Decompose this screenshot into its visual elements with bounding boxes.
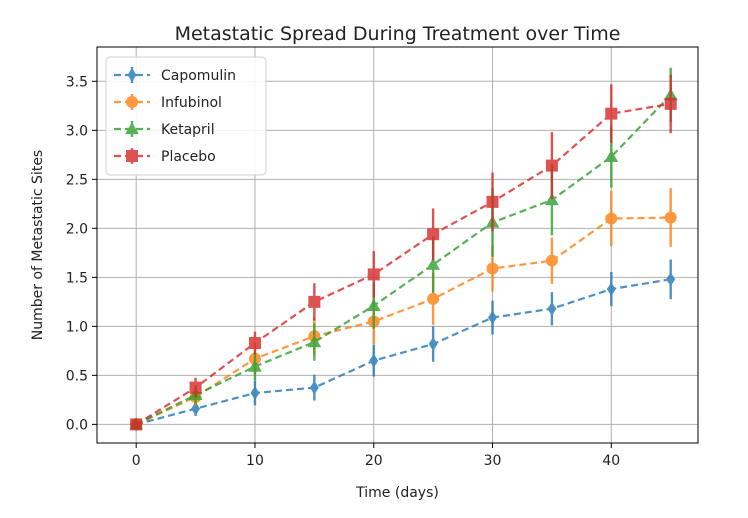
y-axis-label: Number of Metastatic Sites xyxy=(30,150,46,340)
data-point xyxy=(248,359,262,372)
data-point xyxy=(664,211,677,224)
data-point xyxy=(545,254,558,267)
data-point xyxy=(664,97,677,110)
x-axis-label: Time (days) xyxy=(355,485,439,501)
data-point xyxy=(191,401,201,416)
data-point xyxy=(428,337,438,351)
series-line xyxy=(135,278,671,426)
legend-box xyxy=(105,56,267,176)
legend-marker xyxy=(127,68,137,82)
data-point xyxy=(547,301,557,316)
data-point xyxy=(309,380,319,395)
y-tick-label: 3.5 xyxy=(66,74,88,90)
y-tick-label: 0.5 xyxy=(66,368,88,384)
x-tick-label: 40 xyxy=(602,453,620,469)
legend-entry xyxy=(114,94,150,110)
data-point xyxy=(605,107,618,120)
legend-entry xyxy=(114,121,150,137)
data-point xyxy=(250,386,260,400)
x-tick-label: 30 xyxy=(484,453,502,469)
data-point xyxy=(545,159,558,172)
y-tick-label: 2.0 xyxy=(66,221,88,237)
series-line xyxy=(135,102,671,426)
x-tick-label: 0 xyxy=(132,453,141,469)
legend: Capomulin Infubinol Ketapril Placebo xyxy=(105,56,267,176)
x-tick-label: 10 xyxy=(246,453,264,469)
data-point xyxy=(605,212,618,225)
legend-label: Ketapril xyxy=(161,122,215,138)
data-point xyxy=(606,282,616,297)
data-point xyxy=(366,298,381,311)
data-point xyxy=(308,295,321,308)
legend-label: Infubinol xyxy=(161,95,222,111)
series-group xyxy=(129,67,678,432)
data-point xyxy=(369,353,379,368)
legend-marker xyxy=(125,122,139,135)
data-point xyxy=(427,228,440,241)
series-placebo xyxy=(130,74,677,431)
data-point xyxy=(666,272,676,287)
legend-label: Placebo xyxy=(161,149,216,165)
data-point xyxy=(488,310,498,325)
data-point xyxy=(307,335,322,348)
data-point xyxy=(604,149,619,162)
series-line xyxy=(135,94,672,426)
data-point xyxy=(130,418,143,431)
data-point xyxy=(486,195,499,208)
plot-frame xyxy=(96,46,699,444)
chart-title: Metastatic Spread During Treatment over … xyxy=(175,23,621,45)
series-infubinol xyxy=(130,188,677,431)
ticks: 0 10 20 30 40 0.0 0.5 1.0 1.5 2.0 2.5 3.0 3.5 xyxy=(66,74,620,469)
y-tick-label: 0.0 xyxy=(66,417,88,433)
y-tick-label: 1.0 xyxy=(66,319,88,335)
y-tick-label: 3.0 xyxy=(66,123,88,139)
data-point xyxy=(545,193,559,206)
series-line xyxy=(135,216,671,426)
x-tick-label: 20 xyxy=(365,453,383,469)
y-tick-label: 2.5 xyxy=(66,172,88,188)
data-point xyxy=(426,257,441,270)
legend-entry xyxy=(114,148,150,164)
data-point xyxy=(189,381,202,394)
legend-marker xyxy=(126,150,138,162)
legend-label: Capomulin xyxy=(161,68,236,84)
data-point xyxy=(248,337,261,350)
data-point xyxy=(427,292,440,305)
data-point xyxy=(486,262,499,275)
legend-entry xyxy=(114,67,150,83)
data-point xyxy=(367,268,380,281)
y-tick-label: 1.5 xyxy=(66,270,88,286)
legend-marker xyxy=(126,96,138,108)
